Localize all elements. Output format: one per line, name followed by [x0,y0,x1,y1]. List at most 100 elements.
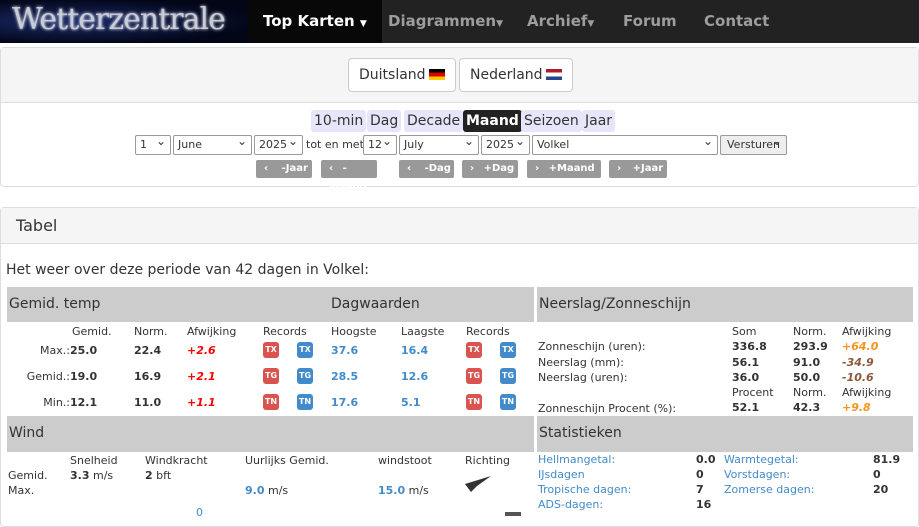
caret-down-icon: ▼ [359,19,367,29]
row-label: Zonneschijn Procent (%): [538,402,677,415]
next-dag-button[interactable]: › +Dag [462,160,518,178]
stat-value: 81.9 [873,453,901,466]
high-value[interactable]: 17.6 [331,396,359,409]
button-label: -Maand [329,163,367,192]
country-label: Nederland [470,67,543,83]
col-header: Laagste [401,325,445,338]
record-badge[interactable]: TX [297,342,313,358]
stat-label[interactable]: Warmtegetal: [724,453,799,466]
record-badge[interactable]: TX [263,342,279,358]
wind-gust-max: 15.0 m/s [378,484,429,497]
record-badge[interactable]: TG [297,368,313,384]
to-year-select[interactable]: 2025 [481,132,530,155]
col-header: Uurlijks Gemid. [245,454,329,467]
period-10min[interactable]: 10-min [311,110,367,132]
unit: m/s [408,484,429,497]
norm-value: 293.9 [793,340,828,353]
record-badge[interactable]: TX [466,342,482,358]
stat-label[interactable]: Tropische dagen: [538,483,632,496]
period-jaar[interactable]: Jaar [582,110,616,132]
from-year-select[interactable]: 2025 [254,132,303,155]
value[interactable]: 15.0 [378,484,406,497]
low-value[interactable]: 16.4 [401,344,429,357]
deviation-value: +2.6 [187,344,216,357]
nav-forum[interactable]: Forum [623,12,677,30]
low-value[interactable]: 12.6 [401,370,429,383]
precip-header: Neerslag/Zonneschijn [537,287,913,322]
high-value[interactable]: 37.6 [331,344,359,357]
col-header: Afwijking [842,386,892,399]
pct-deviation: +9.8 [842,401,871,414]
row-label: Max. [8,484,35,497]
stat-label[interactable]: Zomerse dagen: [724,483,815,496]
stat-label[interactable]: ADS-dagen: [538,498,604,511]
record-badge[interactable]: TN [466,394,482,410]
wind-speed: 3.3 m/s [70,469,113,482]
col-header: Afwijking [187,325,237,338]
col-header: Records [466,325,510,338]
caret-down-icon: ▼ [496,19,504,29]
value: 56.1 [732,355,760,369]
value[interactable]: 9.0 [245,484,265,497]
chevron-right-icon: › [535,163,543,174]
from-day-select[interactable]: 1 [135,132,171,155]
button-label: +Maand [548,163,595,174]
panel-title: Tabel [1,208,918,244]
nav-contact[interactable]: Contact [704,12,770,30]
nav-top-karten[interactable]: Top Karten ▼ [248,0,382,43]
stat-label[interactable]: IJsdagen [538,468,585,481]
to-month-select[interactable]: July [399,132,479,155]
norm-value: 16.9 [134,370,162,383]
col-header: Som [732,325,757,338]
period-dag[interactable]: Dag [367,110,402,132]
temp-title: Gemid. temp [9,296,101,312]
button-label: +Jaar [632,163,664,174]
nav-archief[interactable]: Archief▼ [527,0,594,43]
record-badge[interactable]: TN [500,394,516,410]
summary-text: Het weer over deze periode van 42 dagen … [6,262,369,278]
selection-panel: Duitsland Nederland 10-min Dag Decade Ma… [0,47,919,192]
logo[interactable]: Wetterzentrale [0,0,248,43]
to-day-select[interactable]: 12 [363,132,397,155]
stat-label[interactable]: Vorstdagen: [724,468,791,481]
station-select[interactable]: Volkel [532,132,718,155]
col-header: Records [263,325,307,338]
nav-diagrammen[interactable]: Diagrammen▼ [388,0,503,43]
deviation-value: +64.0 [842,340,879,353]
period-decade[interactable]: Decade [404,110,464,132]
submit-button[interactable]: Versturen [720,132,787,155]
from-month-select[interactable]: June [173,132,252,155]
record-badge[interactable]: TG [466,368,482,384]
row-label: Neerslag (uren): [538,371,628,384]
record-badge[interactable]: TG [500,368,516,384]
next-maand-button[interactable]: › +Maand [527,160,601,178]
period-maand[interactable]: Maand [463,110,522,132]
stat-label[interactable]: Hellmangetal: [538,453,616,466]
tabel-panel: Tabel [0,207,919,527]
wind-header: Wind [7,416,534,452]
low-value[interactable]: 5.1 [401,396,421,409]
stat-value: 16 [696,498,712,511]
nav-label: Diagrammen [388,12,497,30]
record-badge[interactable]: TN [263,394,279,410]
button-label: -Dag [424,163,451,174]
chevron-left-icon: ‹ [407,163,415,174]
country-label: Duitsland [359,67,426,83]
prev-dag-button[interactable]: ‹ -Dag [399,160,454,178]
period-seizoen[interactable]: Seizoen [521,110,582,132]
pct-value: 52.1 [732,401,760,414]
stat-value: 7 [696,483,704,496]
col-header: Norm. [793,386,827,399]
prev-jaar-button[interactable]: ‹ -Jaar [256,160,312,178]
record-badge[interactable]: TX [500,342,516,358]
avg-value: 25.0 [70,344,98,357]
next-jaar-button[interactable]: › +Jaar [609,160,667,178]
record-badge[interactable]: TG [263,368,279,384]
prev-maand-button[interactable]: ‹ -Maand [321,160,377,192]
high-value[interactable]: 28.5 [331,370,359,383]
country-duitsland-button[interactable]: Duitsland [348,58,456,92]
nav-label: Top Karten [263,12,355,30]
pct-norm: 42.3 [793,401,821,414]
country-nederland-button[interactable]: Nederland [459,58,573,92]
record-badge[interactable]: TN [297,394,313,410]
